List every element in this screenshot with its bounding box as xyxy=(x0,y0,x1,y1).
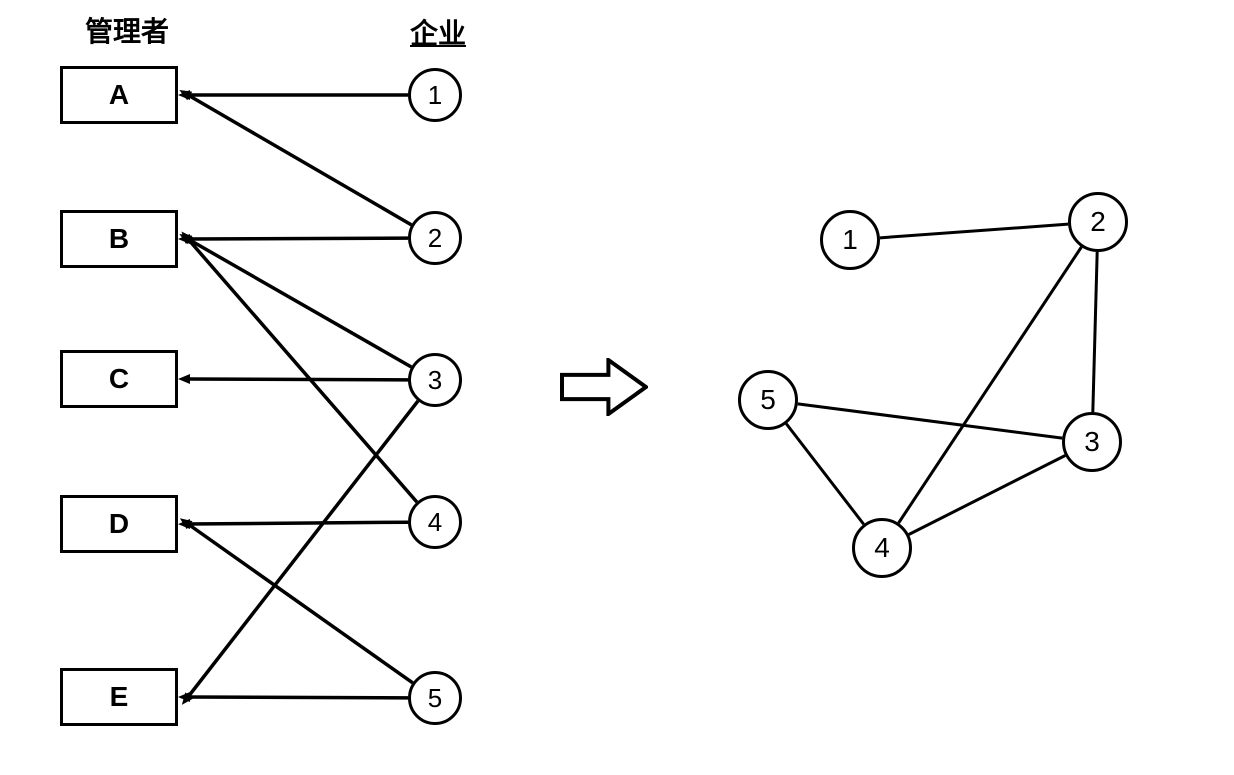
network-node-3: 3 xyxy=(1062,412,1122,472)
diagram-canvas: 管理者 企业 A B C D E 1 2 3 4 5 1 2 3 4 5 xyxy=(0,0,1234,775)
enterprise-node-1: 1 xyxy=(408,68,462,122)
manager-label: A xyxy=(109,79,129,111)
bipartite-edge-5-E xyxy=(188,697,408,698)
enterprise-label: 5 xyxy=(428,683,442,714)
enterprise-node-2: 2 xyxy=(408,211,462,265)
network-node-1: 1 xyxy=(820,210,880,270)
network-node-label: 4 xyxy=(874,532,890,564)
header-managers: 管理者 xyxy=(85,10,169,50)
network-edge-1-2 xyxy=(880,224,1068,238)
manager-label: B xyxy=(109,223,129,255)
manager-label: E xyxy=(110,681,129,713)
network-node-5: 5 xyxy=(738,370,798,430)
network-edge-3-4 xyxy=(909,456,1065,535)
enterprise-label: 1 xyxy=(428,80,442,111)
bipartite-edge-2-B xyxy=(188,238,408,239)
enterprise-node-4: 4 xyxy=(408,495,462,549)
manager-box-E: E xyxy=(60,668,178,726)
manager-label: C xyxy=(109,363,129,395)
bipartite-edge-3-B xyxy=(188,239,411,367)
network-edge-2-3 xyxy=(1093,252,1097,412)
enterprise-label: 3 xyxy=(428,365,442,396)
bipartite-edge-4-B xyxy=(188,239,417,502)
bipartite-edge-2-A xyxy=(188,95,411,225)
manager-label: D xyxy=(109,508,129,540)
network-edge-3-5 xyxy=(798,404,1062,438)
manager-box-A: A xyxy=(60,66,178,124)
enterprise-node-5: 5 xyxy=(408,671,462,725)
network-node-label: 5 xyxy=(760,384,776,416)
bipartite-edge-4-D xyxy=(188,522,408,524)
network-edge-2-4 xyxy=(899,247,1082,523)
network-node-label: 3 xyxy=(1084,426,1100,458)
manager-box-C: C xyxy=(60,350,178,408)
bipartite-edge-3-C xyxy=(188,379,408,380)
manager-box-B: B xyxy=(60,210,178,268)
manager-box-D: D xyxy=(60,495,178,553)
network-node-label: 2 xyxy=(1090,206,1106,238)
network-node-label: 1 xyxy=(842,224,858,256)
enterprise-node-3: 3 xyxy=(408,353,462,407)
network-node-2: 2 xyxy=(1068,192,1128,252)
network-edge-4-5 xyxy=(786,424,863,524)
header-enterprises: 企业 xyxy=(410,12,466,52)
enterprise-label: 4 xyxy=(428,507,442,538)
bipartite-edge-5-D xyxy=(188,524,413,683)
network-node-4: 4 xyxy=(852,518,912,578)
enterprise-label: 2 xyxy=(428,223,442,254)
